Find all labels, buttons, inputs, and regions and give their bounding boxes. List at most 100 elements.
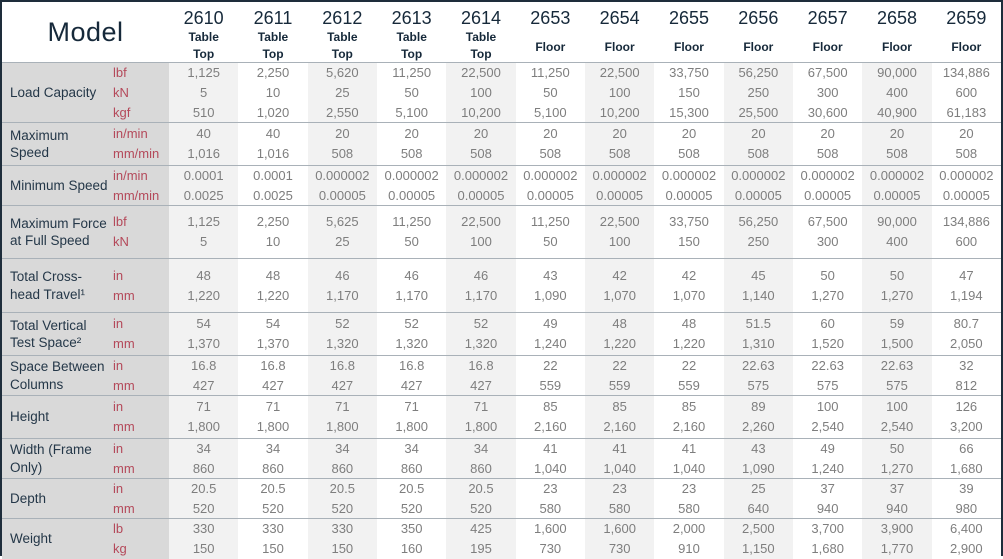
value: 33,750 <box>669 64 709 80</box>
row-label-cell: Space Between Columns in mm <box>2 355 169 395</box>
value-cell: 350 160 <box>377 518 447 559</box>
value-cell: 40 1,016 <box>238 122 308 165</box>
value: 1,170 <box>464 287 498 303</box>
unit-label: kgf <box>113 104 131 120</box>
value: 425 <box>470 521 492 536</box>
value: 10 <box>265 84 281 100</box>
value: 56,250 <box>738 214 779 229</box>
unit-label: mm <box>113 500 135 516</box>
value: 16.8 <box>329 357 355 373</box>
value: 85 <box>681 399 697 414</box>
unit-list: in mm <box>113 479 169 519</box>
value: 20 <box>612 126 627 141</box>
value: 39 <box>959 480 974 496</box>
column-header: 2612 Table Top <box>307 2 377 62</box>
value: 1,520 <box>811 336 844 351</box>
value: 1,016 <box>256 146 290 161</box>
value: 0.00005 <box>596 187 644 203</box>
value: 1,016 <box>187 146 220 161</box>
value-cell: 20 508 <box>515 122 585 165</box>
value: 2,250 <box>256 64 290 80</box>
column-type-label: Floor <box>812 40 843 54</box>
value: 100 <box>608 84 631 100</box>
column-header: 2654 Floor <box>585 2 655 62</box>
row-label: Maximum Speed <box>10 127 69 160</box>
row-label-cell: Maximum Speed in/min mm/min <box>2 122 169 165</box>
row-label-cell: Height in mm <box>2 395 169 438</box>
value: 0.0001 <box>253 167 293 183</box>
value-cell: 11,250 50 <box>377 205 447 258</box>
value: 2,550 <box>326 104 359 120</box>
value-cell: 34 860 <box>169 438 239 478</box>
unit-label: mm <box>113 336 135 351</box>
value: 1,140 <box>742 287 775 303</box>
value: 0.0001 <box>183 167 224 183</box>
value: 25 <box>335 84 350 100</box>
value: 22,500 <box>461 64 501 80</box>
value: 20 <box>335 126 350 141</box>
value-cell: 425 195 <box>446 518 516 559</box>
value: 0.000002 <box>939 167 994 183</box>
unit-label: kg <box>113 541 127 556</box>
value-cell: 33,750 150 15,300 <box>654 62 724 122</box>
value-cell: 45 1,140 <box>723 258 793 312</box>
value: 34 <box>196 440 211 456</box>
value: 47 <box>959 267 974 283</box>
unit-list: in mm <box>113 266 169 306</box>
value: 427 <box>400 377 423 393</box>
value: 427 <box>262 377 284 393</box>
value: 940 <box>816 500 839 516</box>
value-cell: 41 1,040 <box>585 438 655 478</box>
value-cell: 22,500 100 <box>585 205 655 258</box>
value-cell: 11,250 50 5,100 <box>515 62 585 122</box>
value: 100 <box>470 234 492 249</box>
column-type-label: Floor <box>535 40 566 54</box>
value: 2,250 <box>256 214 290 229</box>
unit-label: kN <box>113 234 129 249</box>
value-cell: 34 860 <box>377 438 447 478</box>
value: 559 <box>608 377 631 393</box>
value: 427 <box>192 377 215 393</box>
value-cell: 11,250 50 <box>515 205 585 258</box>
value: 250 <box>747 84 770 100</box>
value: 134,886 <box>942 214 990 229</box>
row-label: Maximum Force at Full Speed <box>10 215 107 248</box>
value: 33,750 <box>669 214 709 229</box>
value-cell: 39 980 <box>931 478 1001 518</box>
value: 50 <box>404 84 419 100</box>
value: 860 <box>331 460 354 476</box>
column-header: 2614 Table Top <box>446 2 516 62</box>
value: 5 <box>200 84 208 100</box>
value: 559 <box>539 377 562 393</box>
value: 16.8 <box>468 357 494 373</box>
value: 510 <box>192 104 215 120</box>
value: 0.000002 <box>384 167 439 183</box>
value: 3,700 <box>811 521 844 536</box>
value: 559 <box>678 377 700 393</box>
value-cell: 48 1,220 <box>585 312 655 355</box>
value: 100 <box>608 234 631 249</box>
value-cell: 0.000002 0.00005 <box>862 165 932 205</box>
value: 46 <box>473 267 489 283</box>
value: 600 <box>955 234 978 249</box>
value-cell: 22 559 <box>585 355 655 395</box>
value: 1,170 <box>395 287 428 303</box>
value: 1,194 <box>950 287 983 303</box>
value: 20.5 <box>468 480 494 496</box>
value: 0.000002 <box>523 167 578 183</box>
value: 1,800 <box>326 419 359 434</box>
value: 48 <box>681 316 697 331</box>
unit-list: in/min mm/min <box>113 124 169 164</box>
value: 1,270 <box>880 287 914 303</box>
value: 20.5 <box>191 480 217 496</box>
value-cell: 54 1,370 <box>169 312 239 355</box>
value: 25,500 <box>738 104 779 120</box>
column-type-label: Table Top <box>188 30 219 61</box>
value: 11,250 <box>392 64 432 80</box>
unit-label: lbf <box>113 64 127 80</box>
value: 22,500 <box>461 214 501 229</box>
value: 150 <box>331 541 354 556</box>
value: 580 <box>678 500 700 516</box>
value: 48 <box>265 267 281 283</box>
row-label-cell: Maximum Force at Full Speed lbf kN <box>2 205 169 258</box>
